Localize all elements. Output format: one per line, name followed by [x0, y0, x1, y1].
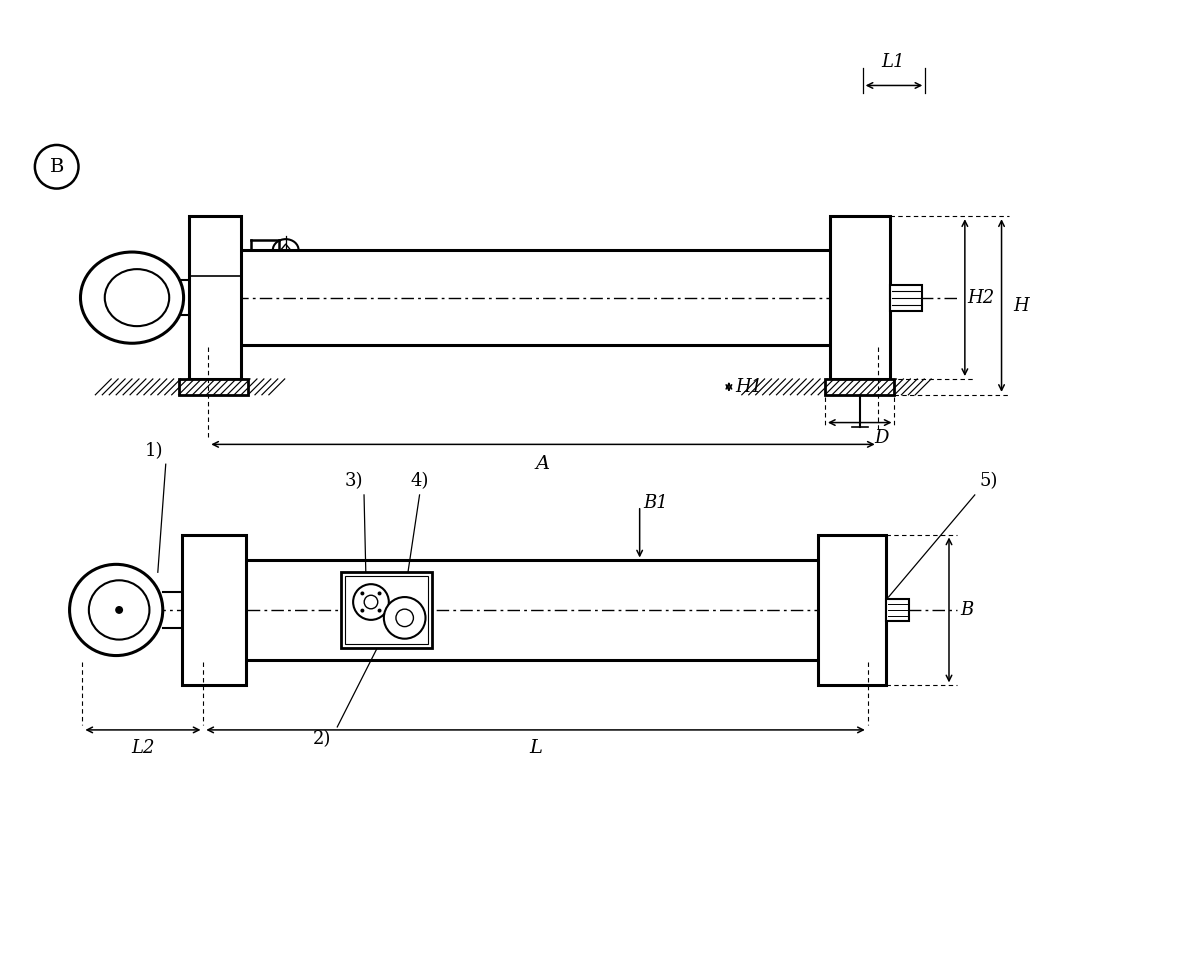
Ellipse shape	[89, 581, 150, 639]
Bar	[886, 599, 910, 621]
Circle shape	[378, 591, 382, 595]
Bar	[818, 535, 886, 685]
Text: L1: L1	[882, 53, 905, 70]
Text: 4): 4)	[410, 472, 428, 490]
Bar	[830, 217, 890, 379]
Text: H1: H1	[736, 378, 762, 396]
Circle shape	[360, 609, 365, 613]
Text: 3): 3)	[344, 472, 364, 490]
Text: 2): 2)	[313, 730, 331, 748]
Text: B1: B1	[643, 494, 668, 511]
Bar	[826, 379, 894, 395]
Text: D: D	[875, 429, 889, 447]
Circle shape	[115, 606, 124, 614]
Text: 5): 5)	[979, 472, 998, 490]
Text: B: B	[49, 158, 64, 176]
Text: A: A	[535, 455, 550, 473]
Bar	[181, 535, 246, 685]
Bar	[188, 217, 241, 379]
Text: B: B	[960, 601, 973, 619]
Circle shape	[384, 597, 426, 638]
Ellipse shape	[80, 252, 184, 344]
Bar	[826, 379, 894, 395]
Text: 1): 1)	[144, 442, 163, 461]
Bar	[179, 379, 248, 395]
Circle shape	[35, 145, 78, 188]
Ellipse shape	[104, 269, 169, 326]
Text: L: L	[529, 739, 542, 756]
Bar	[346, 576, 428, 643]
Circle shape	[378, 609, 382, 613]
Bar	[179, 379, 248, 395]
Text: L2: L2	[131, 739, 155, 756]
Ellipse shape	[70, 564, 163, 656]
Circle shape	[353, 585, 389, 620]
Text: H: H	[1014, 297, 1030, 314]
Bar	[341, 572, 432, 648]
Text: H2: H2	[967, 289, 995, 306]
Circle shape	[396, 609, 414, 627]
Bar	[890, 285, 923, 310]
Circle shape	[360, 591, 365, 595]
Circle shape	[364, 595, 378, 609]
